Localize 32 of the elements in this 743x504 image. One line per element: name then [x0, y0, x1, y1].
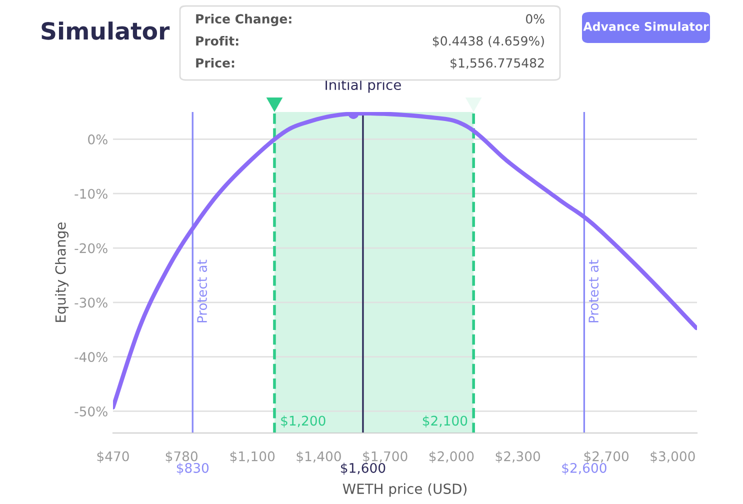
text: Price:	[196, 58, 234, 68]
y-axis-title: Equity Change	[55, 222, 68, 322]
text: $1,556.775482	[450, 58, 544, 70]
ref-line-label: Protect at	[588, 260, 599, 322]
x-tick-label: $2,300	[496, 451, 540, 464]
text: 0%	[526, 14, 544, 24]
x-tick-label: $1,100	[230, 451, 275, 464]
y-tick-label: -30%	[74, 298, 108, 308]
x-tick-label: $2,000	[429, 451, 474, 464]
ref-line-label: Protect at	[197, 260, 208, 322]
x-tick-label: $1,700	[363, 451, 408, 464]
text: Price Change:	[196, 14, 292, 26]
annotation: $830	[176, 462, 209, 475]
y-tick-label: -20%	[74, 243, 108, 254]
y-tick-label: -10%	[74, 188, 108, 199]
y-tick-label: 0%	[88, 134, 108, 144]
x-tick-label: $780	[166, 451, 198, 464]
chart-title: Simulator	[42, 22, 170, 40]
text: Advance Simulator	[583, 22, 709, 31]
annotation: $1,600	[340, 462, 386, 475]
annotation: $1,200	[281, 416, 326, 428]
y-tick-label: -40%	[74, 352, 108, 362]
x-axis-title: WETH price (USD)	[342, 483, 466, 497]
x-tick-label: $1,400	[296, 451, 341, 464]
x-tick-label: $2,700	[584, 451, 629, 464]
annotation: $2,100	[422, 416, 468, 428]
x-tick-label: $3,000	[650, 451, 695, 464]
text: $0.4438 (4.659%)	[432, 36, 544, 48]
x-tick-label: $470	[97, 451, 129, 464]
y-tick-label: -50%	[74, 406, 108, 416]
text: Profit:	[196, 36, 238, 46]
annotation: $2,600	[562, 462, 606, 475]
